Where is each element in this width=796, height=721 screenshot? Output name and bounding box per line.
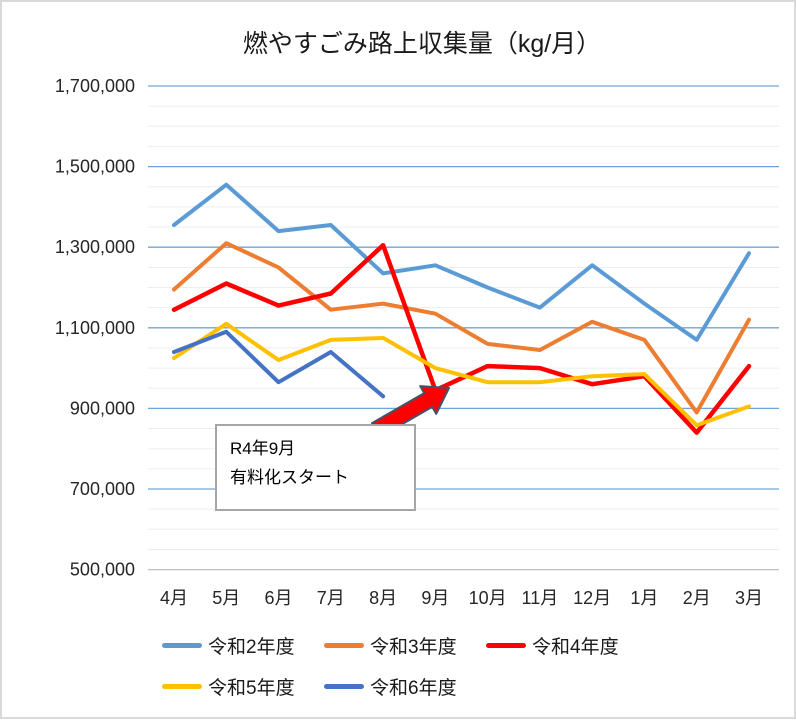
- chart-title: 燃やすごみ路上収集量（kg/月）: [242, 30, 602, 58]
- legend-label: 令和3年度: [370, 637, 457, 658]
- x-axis-tick-label: 11月: [522, 588, 559, 608]
- legend-item: 令和5年度: [162, 673, 324, 700]
- legend-label: 令和4年度: [532, 637, 619, 658]
- annotation-text-line2: 有料化スタート: [230, 468, 349, 487]
- series-line-令和2年度: [172, 182, 751, 342]
- series-line-令和4年度: [171, 242, 752, 435]
- legend-label: 令和5年度: [208, 678, 295, 699]
- legend-item: 令和3年度: [324, 632, 486, 659]
- legend-row-2: 令和5年度 令和6年度: [162, 673, 486, 700]
- y-axis-tick-label: 900,000: [70, 398, 135, 418]
- legend-swatch-icon: [162, 684, 202, 689]
- legend-item: 令和2年度: [162, 632, 324, 659]
- legend-swatch-icon: [486, 643, 526, 648]
- legend-swatch-icon: [162, 643, 202, 648]
- x-axis-tick-label: 8月: [369, 588, 397, 608]
- series-line-令和5年度: [172, 321, 751, 428]
- legend-item: 令和4年度: [486, 632, 648, 659]
- y-axis-tick-label: 700,000: [70, 479, 135, 499]
- y-axis-tick-label: 1,500,000: [55, 157, 135, 177]
- legend-label: 令和6年度: [370, 678, 457, 699]
- y-axis-tick-label: 1,100,000: [55, 318, 135, 338]
- annotation-box: R4年9月 有料化スタート: [215, 424, 416, 511]
- x-axis-tick-label: 1月: [630, 588, 658, 608]
- y-axis-tick-label: 500,000: [70, 560, 135, 580]
- x-axis-tick-label: 4月: [160, 588, 188, 608]
- x-axis-tick-label: 3月: [735, 588, 763, 608]
- legend-item: 令和6年度: [324, 673, 486, 700]
- annotation-text-line1: R4年9月: [230, 439, 296, 458]
- legend-swatch-icon: [324, 643, 364, 648]
- legend-label: 令和2年度: [208, 637, 295, 658]
- x-axis-tick-label: 7月: [317, 588, 345, 608]
- legend-swatch-icon: [324, 684, 364, 689]
- x-axis-tick-label: 9月: [421, 588, 449, 608]
- y-axis-tick-label: 1,700,000: [55, 76, 135, 96]
- series-line-令和3年度: [172, 241, 751, 415]
- x-axis-tick-label: 6月: [264, 588, 292, 608]
- legend-row-1: 令和2年度 令和3年度 令和4年度: [162, 632, 648, 659]
- x-axis-tick-label: 12月: [573, 588, 611, 608]
- x-axis-tick-label: 10月: [469, 588, 507, 608]
- x-axis-tick-label: 5月: [212, 588, 240, 608]
- y-axis-tick-label: 1,300,000: [55, 237, 135, 257]
- series-line-令和6年度: [172, 329, 386, 399]
- x-axis-tick-label: 2月: [683, 588, 711, 608]
